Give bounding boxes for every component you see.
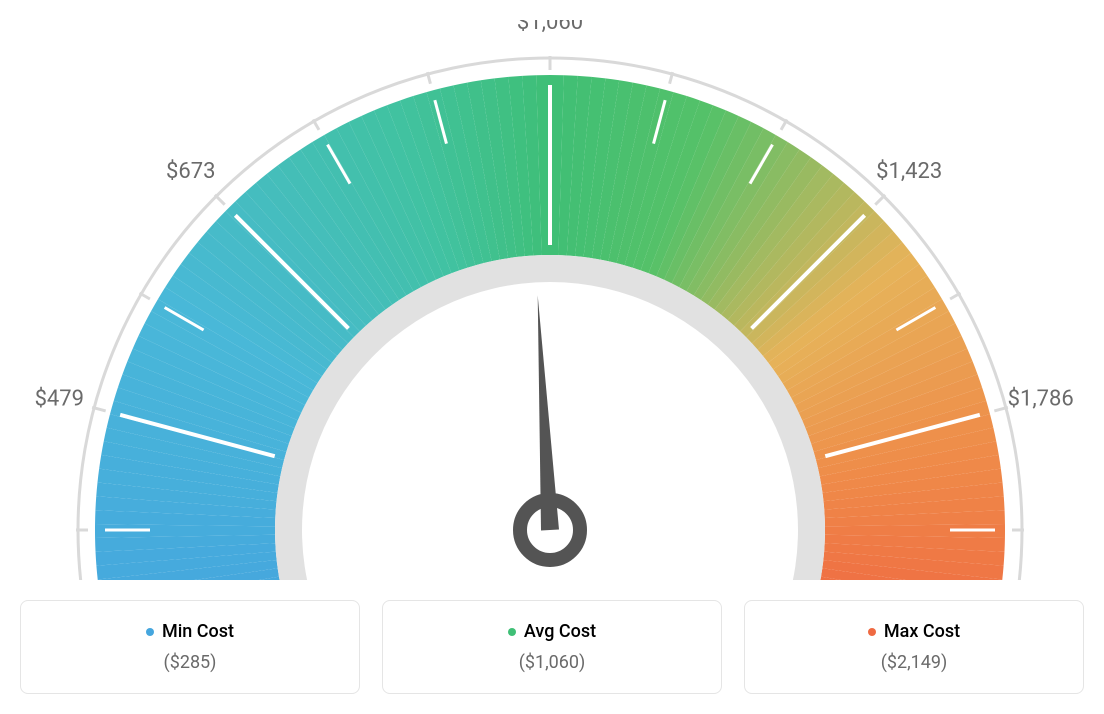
tick-label: $479 bbox=[35, 387, 84, 412]
legend-card-avg: Avg Cost ($1,060) bbox=[382, 600, 722, 694]
legend-dot-max bbox=[868, 628, 876, 636]
legend-title-min: Min Cost bbox=[37, 621, 343, 642]
legend-title-max: Max Cost bbox=[761, 621, 1067, 642]
legend-dot-avg bbox=[508, 628, 516, 636]
gauge-chart: $285$479$673$1,060$1,423$1,786$2,149 bbox=[20, 20, 1084, 580]
legend-value-min: ($285) bbox=[37, 652, 343, 673]
tick-label: $1,423 bbox=[876, 159, 942, 184]
legend-card-max: Max Cost ($2,149) bbox=[744, 600, 1084, 694]
tick-label: $1,060 bbox=[517, 20, 583, 35]
cost-gauge-container: $285$479$673$1,060$1,423$1,786$2,149 Min… bbox=[20, 20, 1084, 694]
legend-dot-min bbox=[146, 628, 154, 636]
legend-value-max: ($2,149) bbox=[761, 652, 1067, 673]
legend-label-min: Min Cost bbox=[162, 621, 234, 642]
legend-value-avg: ($1,060) bbox=[399, 652, 705, 673]
legend-label-avg: Avg Cost bbox=[524, 621, 596, 642]
legend-card-min: Min Cost ($285) bbox=[20, 600, 360, 694]
tick-label: $673 bbox=[166, 159, 215, 184]
legend-label-max: Max Cost bbox=[884, 621, 960, 642]
gauge-svg-wrap: $285$479$673$1,060$1,423$1,786$2,149 bbox=[20, 20, 1084, 580]
legend-row: Min Cost ($285) Avg Cost ($1,060) Max Co… bbox=[20, 600, 1084, 694]
tick-label: $1,786 bbox=[1008, 387, 1074, 412]
legend-title-avg: Avg Cost bbox=[399, 621, 705, 642]
